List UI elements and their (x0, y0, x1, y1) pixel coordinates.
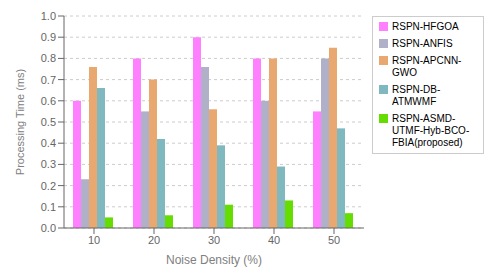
html-text:RSPN-ASMD- UTMF-Hyb-BCO- FBIA(: RSPN-ASMD- UTMF-Hyb-BCO- FBIA(proposed) (392, 113, 470, 148)
html-text:RSPN-DB- ATMWMF: RSPN-DB- ATMWMF (392, 84, 441, 107)
svg-text:0.1: 0.1 (41, 201, 56, 213)
svg-text:0.9: 0.9 (41, 31, 56, 43)
svg-text:20: 20 (148, 234, 160, 246)
svg-text:50: 50 (328, 234, 340, 246)
svg-text:0.2: 0.2 (41, 180, 56, 192)
svg-text:0.6: 0.6 (41, 95, 56, 107)
svg-text:0.7: 0.7 (41, 74, 56, 86)
svg-text:0.3: 0.3 (41, 158, 56, 170)
svg-text:0.0: 0.0 (41, 222, 56, 234)
svg-text:Processing Time (ms): Processing Time (ms) (14, 69, 26, 175)
svg-text:1.0: 1.0 (41, 10, 56, 22)
svg-text:30: 30 (208, 234, 220, 246)
svg-text:0.4: 0.4 (41, 137, 56, 149)
svg-text:0.5: 0.5 (41, 116, 56, 128)
svg-text:Noise Density (%): Noise Density (%) (166, 253, 262, 267)
svg-text:0.8: 0.8 (41, 52, 56, 64)
html-text:RSPN-ANFIS: RSPN-ANFIS (392, 38, 453, 49)
html-text:RSPN-APCNN- GWO: RSPN-APCNN- GWO (392, 55, 462, 78)
svg-text:40: 40 (268, 234, 280, 246)
html-text:RSPN-HFGOA: RSPN-HFGOA (392, 21, 459, 32)
svg-text:10: 10 (88, 234, 100, 246)
